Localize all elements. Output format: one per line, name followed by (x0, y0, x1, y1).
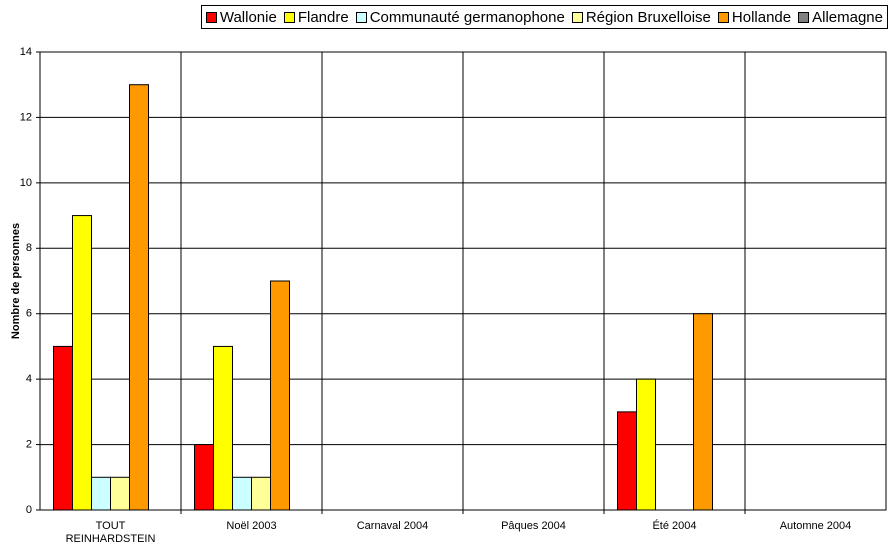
legend-item: Allemagne (798, 9, 883, 26)
x-tick-label: TOUT REINHARDSTEIN (65, 520, 156, 545)
x-tick-label: Été 2004 (652, 520, 697, 532)
legend-swatch (205, 11, 217, 23)
bar (251, 476, 271, 511)
x-tick-label: Carnaval 2004 (356, 520, 429, 532)
legend: Wallonie Flandre Communauté germanophone Ré… (200, 5, 888, 29)
y-tick-label: 4 (26, 373, 32, 385)
y-tick-label: 10 (20, 177, 32, 189)
legend-label: Wallonie (219, 8, 277, 26)
legend-item: Wallonie (205, 8, 277, 26)
legend-item: Communauté germanophone (355, 8, 565, 26)
bar (270, 280, 290, 511)
legend-label: Hollande (731, 8, 792, 26)
y-tick-label: 0 (26, 504, 32, 516)
legend-label: Région Bruxelloise (585, 8, 711, 26)
y-tick-label: 8 (26, 242, 32, 254)
legend-swatch (283, 11, 295, 23)
x-tick-label: Noël 2003 (226, 520, 277, 532)
y-axis-label: Nombre de personnes (10, 223, 22, 339)
bar (72, 215, 92, 511)
y-tick-label: 14 (20, 46, 32, 58)
bar (91, 476, 111, 511)
legend-label: Allemagne (812, 8, 883, 26)
bar (636, 378, 656, 511)
bar (693, 313, 713, 511)
bar (617, 411, 637, 511)
bar (129, 84, 149, 511)
legend-item: Hollande (717, 8, 792, 26)
y-tick-label: 2 (26, 438, 32, 450)
legend-label: Communauté germanophone (369, 8, 565, 26)
legend-label: Flandre (297, 8, 349, 26)
legend-swatch (355, 11, 367, 23)
bar (53, 345, 73, 511)
legend-item: Région Bruxelloise (571, 8, 711, 26)
x-tick-label: Pâques 2004 (501, 520, 566, 532)
y-tick-label: 6 (26, 308, 32, 320)
plot-frame (39, 51, 887, 511)
legend-item: Flandre (283, 8, 349, 26)
x-tick-label: Automne 2004 (779, 520, 852, 532)
bar (213, 345, 233, 511)
legend-swatch (571, 11, 583, 23)
legend-swatch (798, 11, 810, 23)
bar (194, 444, 214, 511)
bar (110, 476, 130, 511)
legend-swatch (717, 11, 729, 23)
y-tick-label: 12 (20, 111, 32, 123)
bar (232, 476, 252, 511)
